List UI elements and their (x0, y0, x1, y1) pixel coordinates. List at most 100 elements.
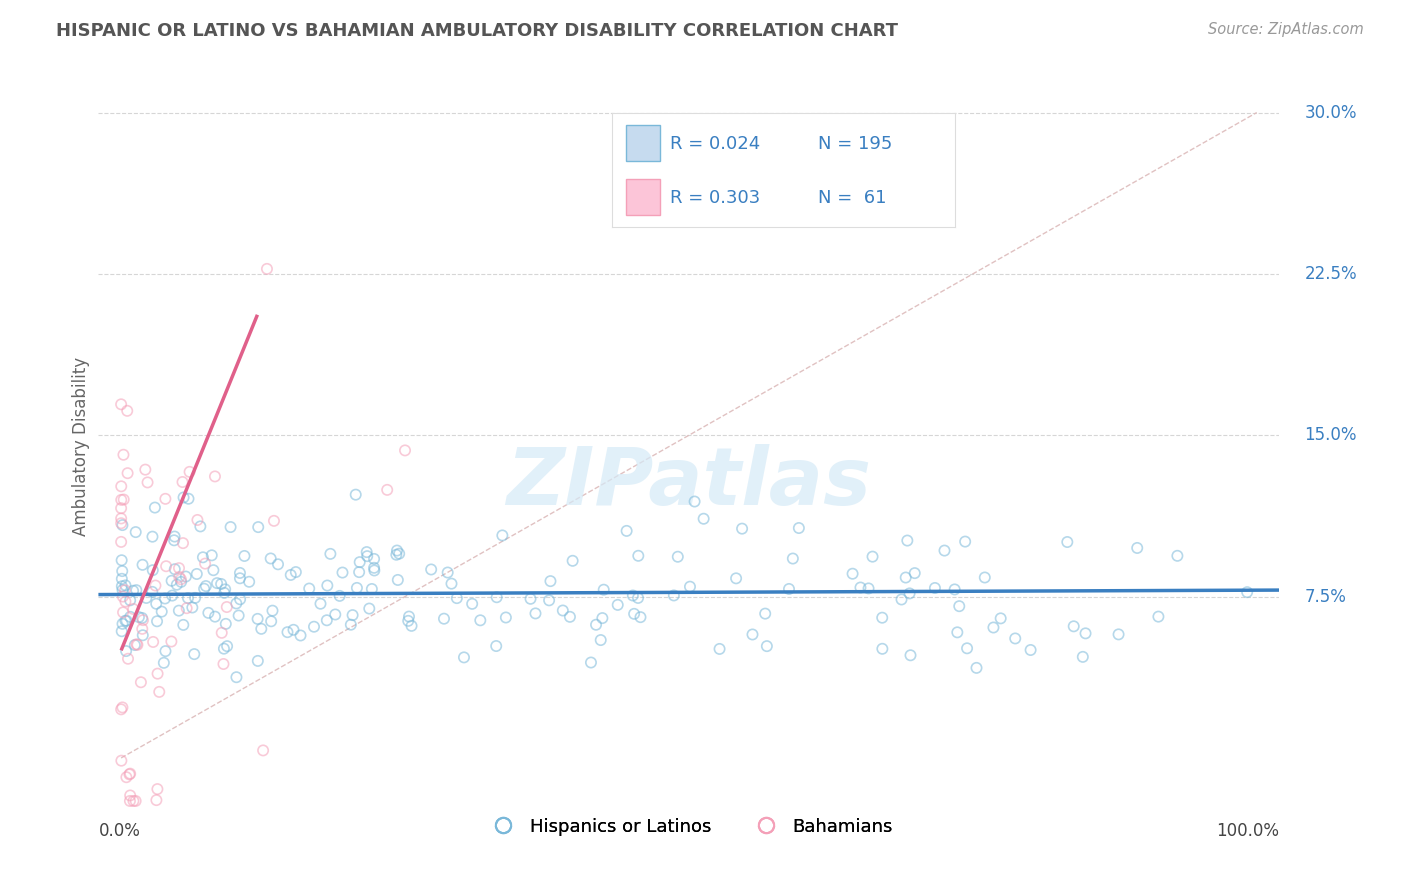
Point (585, 617, 607, 632)
Point (229, 566, 252, 580)
Y-axis label: Ambulatory Disability: Ambulatory Disability (72, 357, 90, 535)
Point (363, 564, 385, 578)
Point (983, 620, 1005, 634)
Point (177, 491, 200, 506)
Point (202, 563, 225, 577)
Point (212, 657, 235, 671)
Point (420, 562, 443, 576)
Point (1019, 643, 1042, 657)
Point (132, 613, 155, 627)
Point (209, 577, 232, 591)
Point (394, 443, 416, 458)
Point (111, 624, 134, 639)
Point (561, 554, 583, 568)
Point (170, 572, 193, 586)
Point (114, 614, 136, 628)
Point (120, 593, 142, 607)
Point (160, 589, 183, 603)
Point (332, 566, 354, 580)
Point (111, 518, 134, 533)
Point (589, 633, 612, 648)
Point (181, 600, 204, 615)
Point (896, 533, 918, 548)
Point (375, 483, 398, 497)
Point (167, 561, 190, 575)
Point (120, 766, 142, 780)
Point (110, 511, 132, 525)
Text: 7.5%: 7.5% (1305, 588, 1346, 606)
Point (858, 582, 880, 596)
Point (956, 641, 979, 656)
Point (120, 789, 142, 803)
Point (146, 782, 169, 797)
Point (1004, 632, 1026, 646)
Point (131, 611, 153, 625)
Point (172, 475, 194, 489)
Point (142, 635, 165, 649)
Point (1063, 619, 1085, 633)
Point (118, 794, 141, 808)
Point (111, 564, 134, 578)
Point (247, 520, 270, 534)
Point (225, 670, 247, 684)
Point (890, 592, 912, 607)
Point (709, 642, 731, 657)
Point (990, 611, 1012, 625)
Point (177, 591, 200, 605)
Point (191, 550, 214, 565)
Point (606, 598, 628, 612)
Point (558, 610, 581, 624)
Point (662, 589, 685, 603)
Point (250, 622, 273, 636)
Point (122, 583, 145, 598)
Point (284, 565, 307, 579)
Point (110, 397, 132, 411)
Point (538, 593, 561, 607)
Point (217, 639, 239, 653)
Point (741, 627, 763, 641)
Point (943, 582, 966, 597)
Point (342, 608, 364, 623)
Point (141, 530, 163, 544)
Point (163, 533, 186, 548)
Point (256, 261, 278, 276)
Point (134, 462, 156, 476)
Text: ZIPatlas: ZIPatlas (506, 443, 872, 522)
Point (524, 607, 547, 621)
Point (396, 614, 419, 628)
Point (111, 579, 134, 593)
Point (117, 466, 139, 480)
Point (290, 628, 312, 642)
Point (579, 656, 602, 670)
Point (110, 535, 132, 549)
Point (870, 610, 893, 624)
Text: 0.0%: 0.0% (98, 822, 141, 840)
Point (973, 570, 995, 584)
Point (155, 491, 177, 506)
Point (267, 558, 290, 572)
Point (591, 611, 613, 625)
Point (346, 581, 368, 595)
Point (319, 547, 342, 561)
Point (495, 610, 517, 624)
Point (163, 530, 186, 544)
Point (155, 644, 177, 658)
Point (125, 583, 148, 598)
Point (219, 520, 242, 534)
Point (692, 512, 714, 526)
Point (309, 597, 332, 611)
Point (966, 661, 988, 675)
Point (260, 551, 283, 566)
Point (385, 543, 408, 558)
Point (190, 519, 212, 533)
Point (125, 525, 148, 540)
Point (433, 612, 456, 626)
Point (135, 591, 157, 605)
Point (924, 581, 946, 595)
Point (519, 591, 541, 606)
Point (900, 648, 922, 663)
Point (280, 568, 302, 582)
Point (153, 591, 176, 606)
Point (136, 475, 159, 490)
Point (215, 616, 238, 631)
